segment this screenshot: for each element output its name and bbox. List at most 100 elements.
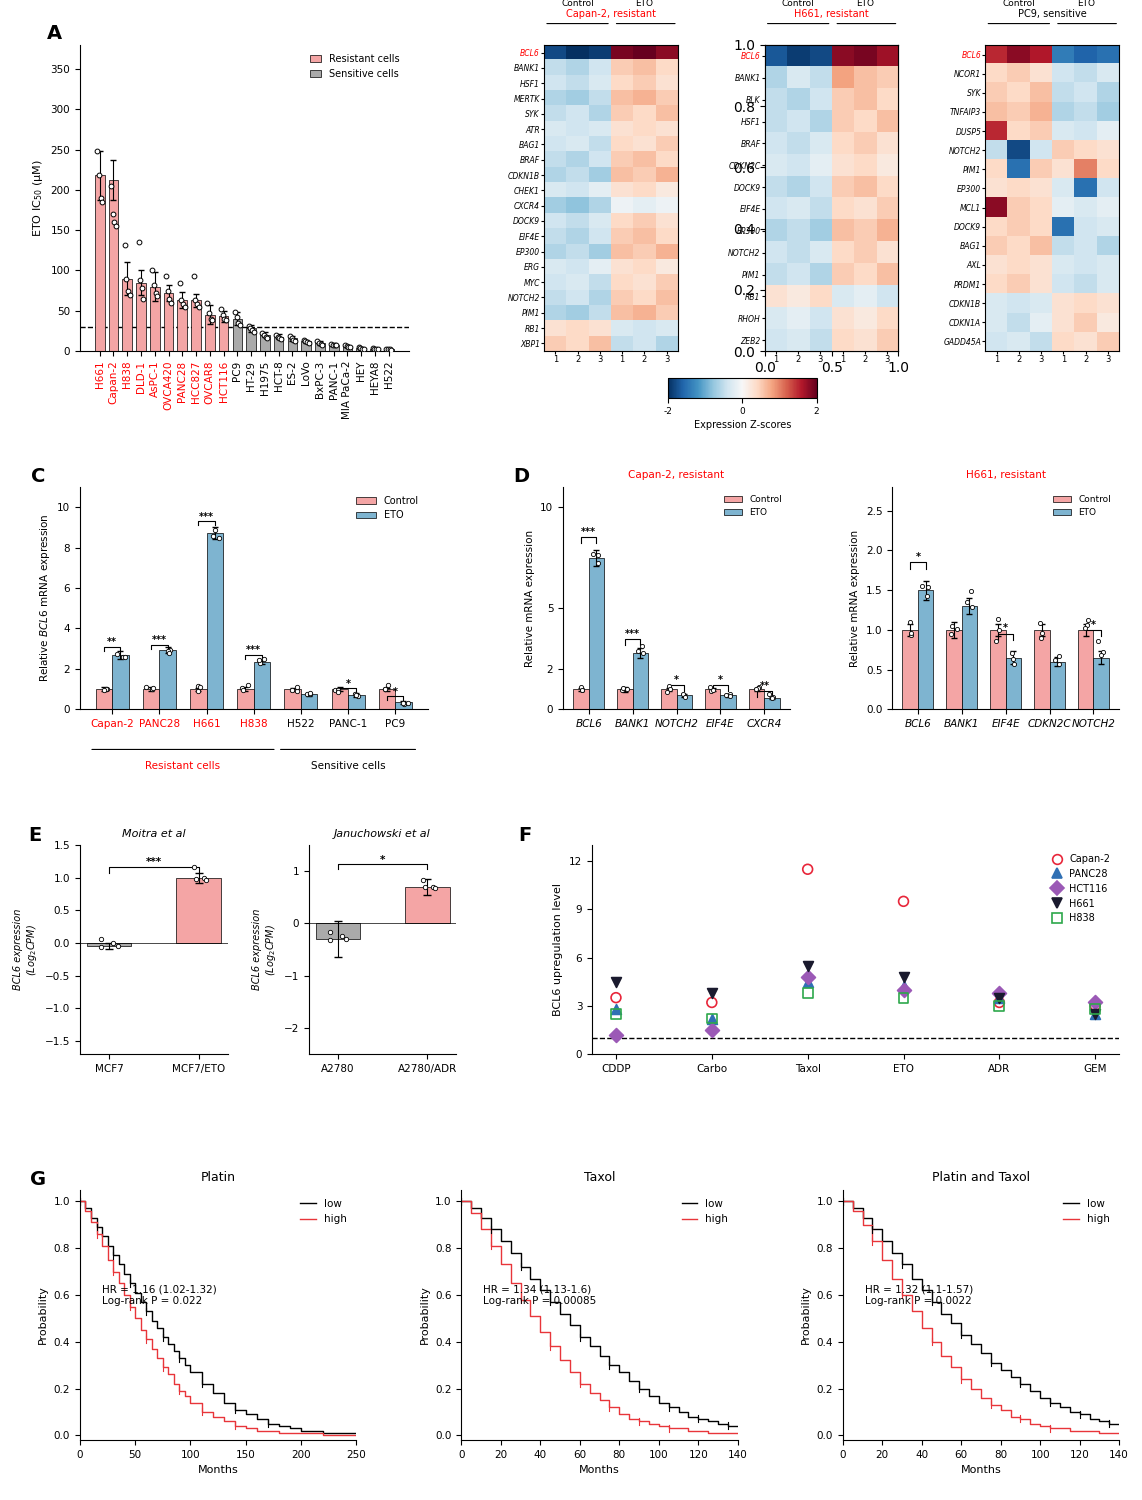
low: [283, 1419, 297, 1437]
Point: [702, 1007, 721, 1031]
Y-axis label: BCL6 upregulation level: BCL6 upregulation level: [554, 884, 563, 1016]
Point: [288, 675, 306, 699]
low: [123, 1274, 137, 1292]
high: [484, 1238, 498, 1256]
Point: [894, 890, 912, 914]
Point: [91, 186, 110, 210]
Point: [244, 320, 263, 344]
Point: [589, 550, 608, 574]
Point: [115, 645, 134, 669]
Text: *: *: [380, 855, 385, 865]
low: [106, 1246, 120, 1264]
high: [145, 1340, 159, 1358]
Bar: [95, 176, 105, 351]
high: [250, 1422, 264, 1440]
high: [682, 1422, 695, 1440]
Bar: [300, 694, 317, 709]
high: [316, 1426, 330, 1444]
low: [915, 1281, 928, 1299]
Bar: [947, 630, 962, 710]
Point: [394, 690, 412, 714]
high: [533, 1323, 547, 1341]
Point: [721, 684, 739, 708]
Bar: [1078, 630, 1094, 710]
low: [239, 1406, 252, 1423]
low: [95, 1227, 108, 1245]
high: [95, 1238, 108, 1256]
Point: [227, 304, 246, 328]
Point: [346, 682, 364, 706]
high: [904, 1302, 918, 1320]
Point: [589, 543, 608, 567]
Bar: [112, 654, 129, 710]
Point: [257, 324, 275, 348]
Text: Control: Control: [561, 0, 594, 9]
Point: [918, 574, 936, 598]
low: [1014, 1376, 1028, 1394]
high: [731, 1424, 745, 1442]
Point: [1078, 612, 1096, 636]
low: [1004, 1368, 1018, 1386]
high: [262, 1422, 275, 1440]
low: [944, 1314, 958, 1332]
high: [553, 1352, 566, 1370]
high: [112, 1274, 126, 1292]
high: [994, 1401, 1007, 1419]
Point: [798, 856, 817, 880]
Point: [121, 282, 139, 306]
Point: [1086, 1002, 1104, 1026]
Point: [97, 678, 115, 702]
Point: [298, 682, 316, 706]
Point: [614, 676, 633, 700]
high: [1072, 1422, 1086, 1440]
Point: [159, 639, 177, 663]
high: [563, 1364, 577, 1382]
Point: [798, 981, 817, 1005]
Point: [321, 920, 339, 944]
X-axis label: Months: Months: [960, 1466, 1002, 1476]
Point: [281, 324, 299, 348]
Point: [104, 932, 122, 956]
Point: [148, 285, 167, 309]
Point: [749, 675, 767, 699]
Point: [324, 333, 343, 357]
Point: [659, 675, 677, 699]
Title: PC9, sensitive: PC9, sensitive: [1018, 9, 1087, 20]
Point: [702, 981, 721, 1005]
low: [474, 1209, 488, 1227]
Point: [1051, 651, 1069, 675]
Y-axis label: ETO IC$_{50}$ (μM): ETO IC$_{50}$ (μM): [31, 159, 45, 237]
Point: [1005, 652, 1023, 676]
Point: [798, 964, 817, 988]
Text: G: G: [30, 1170, 47, 1188]
Point: [355, 336, 373, 360]
Text: Control: Control: [1003, 0, 1036, 9]
Point: [240, 674, 258, 698]
Point: [321, 928, 339, 952]
high: [1063, 1422, 1077, 1440]
Bar: [721, 694, 735, 709]
Point: [367, 336, 385, 360]
Point: [1003, 642, 1021, 666]
Point: [129, 231, 147, 255]
Point: [629, 639, 648, 663]
Point: [226, 300, 244, 324]
low: [194, 1376, 208, 1394]
Point: [1030, 612, 1048, 636]
Point: [308, 330, 327, 354]
low: [1043, 1394, 1056, 1411]
Point: [349, 334, 368, 358]
low: [662, 1398, 676, 1416]
Point: [231, 314, 249, 338]
high: [612, 1406, 626, 1423]
low: [612, 1364, 626, 1382]
high: [90, 1226, 104, 1244]
high: [1053, 1419, 1067, 1437]
Text: ***: ***: [625, 628, 641, 639]
high: [895, 1286, 909, 1304]
Point: [346, 682, 364, 706]
Text: ETO: ETO: [856, 0, 874, 9]
Point: [143, 258, 161, 282]
Bar: [96, 688, 112, 709]
Point: [701, 675, 719, 699]
